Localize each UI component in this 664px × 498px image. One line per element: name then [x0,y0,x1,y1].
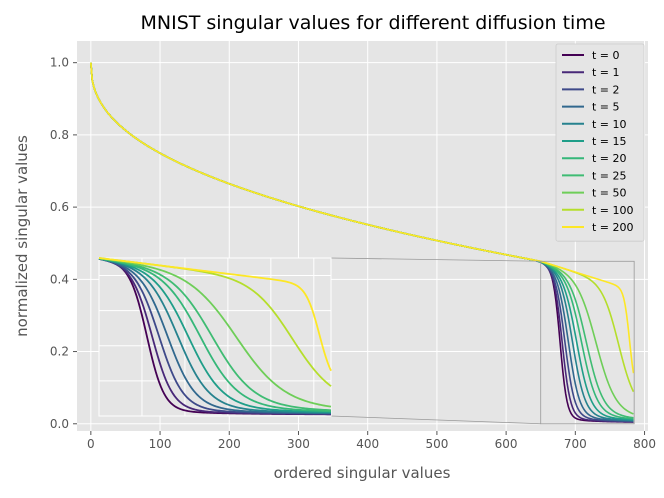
x-tick-label: 300 [287,437,310,451]
x-tick-label: 200 [218,437,241,451]
legend-label: t = 1 [592,66,620,79]
inset-zoom-box [330,257,635,425]
y-tick-label: 0.4 [50,272,69,286]
inset-series-line [98,257,332,413]
inset [98,257,332,417]
legend-label: t = 2 [592,83,620,96]
inset-series-line [98,257,332,408]
zoom-connector [330,257,541,262]
y-tick-label: 0.0 [50,417,69,431]
inset-series-line [98,257,332,372]
y-axis-label: normalized singular values [13,135,31,337]
x-tick-label: 100 [149,437,172,451]
legend-label: t = 0 [592,49,620,62]
legend-label: t = 100 [592,204,634,217]
legend-label: t = 5 [592,101,620,114]
x-tick-label: 800 [633,437,656,451]
legend-label: t = 50 [592,187,627,200]
x-tick-label: 600 [495,437,518,451]
inset-series-line [98,257,332,414]
y-tick-label: 0.6 [50,200,69,214]
series-lines [90,62,635,423]
x-tick-label: 0 [87,437,95,451]
y-tick-label: 1.0 [50,56,69,70]
zoom-connector [330,415,541,425]
legend-label: t = 15 [592,135,627,148]
y-tick-label: 0.8 [50,128,69,142]
x-tick-label: 400 [356,437,379,451]
legend-label: t = 10 [592,118,627,131]
x-axis-label: ordered singular values [274,464,451,482]
chart-title: MNIST singular values for different diff… [140,12,605,34]
legend: t = 0 t = 1 t = 2 t = 5 t = 10 t = 15 t = 20 t … [555,43,645,242]
legend-label: t = 20 [592,152,627,165]
series-line [90,62,635,374]
inset-series-line [98,257,332,412]
x-tick-label: 500 [425,437,448,451]
ticks: 0 100 200 300 400 500 600 700 800 0.0 0.2 0.4 0.6 0.8… [50,56,656,451]
zoom-rectangle [540,260,635,425]
y-tick-label: 0.2 [50,345,69,359]
x-tick-label: 700 [564,437,587,451]
inset-series-line [98,257,332,413]
legend-label: t = 200 [592,221,634,234]
legend-label: t = 25 [592,169,627,182]
